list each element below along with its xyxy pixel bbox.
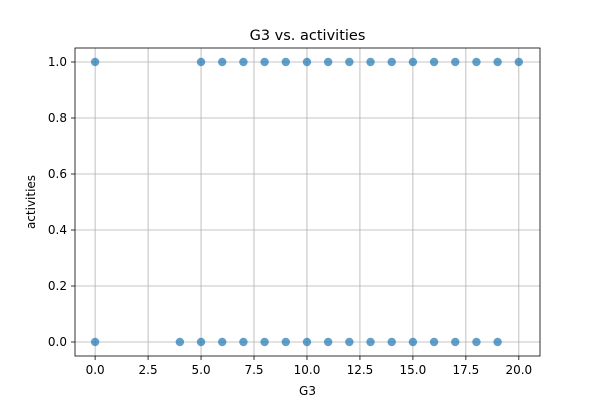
- data-point: [366, 57, 375, 67]
- x-axis-label: G3: [299, 384, 316, 398]
- data-point: [345, 337, 354, 347]
- data-point: [429, 57, 439, 67]
- data-point: [196, 337, 206, 347]
- plot-frame: [74, 47, 541, 357]
- tick-layer: 0.0 2.5 5.0 7.5 10.0 12.5 15.0 17.5 20.0 0.0 0.2 0.…: [48, 55, 532, 377]
- data-point: [451, 57, 460, 67]
- x-tick-label: 17.5: [452, 363, 479, 377]
- data-point: [345, 57, 354, 67]
- data-point: [514, 57, 524, 67]
- data-point: [472, 57, 481, 67]
- data-point: [175, 337, 185, 347]
- data-point: [366, 337, 375, 347]
- data-point: [90, 57, 100, 67]
- data-point: [387, 337, 396, 347]
- x-tick-label: 5.0: [192, 363, 211, 377]
- x-tick-label: 10.0: [294, 363, 321, 377]
- x-tick-label: 7.5: [244, 363, 263, 377]
- data-point: [493, 337, 502, 347]
- y-tick-label: 0.6: [48, 167, 67, 181]
- data-point: [260, 337, 269, 347]
- data-point: [239, 57, 248, 67]
- data-point: [196, 57, 206, 67]
- x-tick-label: 15.0: [400, 363, 427, 377]
- data-point: [451, 337, 460, 347]
- grid-layer: [75, 48, 540, 356]
- chart-title: G3 vs. activities: [250, 28, 366, 44]
- y-tick-label: 0.0: [48, 335, 67, 349]
- x-tick-label: 2.5: [139, 363, 158, 377]
- point-layer: [90, 57, 524, 347]
- x-tick-label: 20.0: [505, 363, 532, 377]
- data-point: [260, 57, 269, 67]
- data-point: [408, 57, 418, 67]
- data-point: [281, 337, 290, 347]
- y-tick-label: 0.4: [48, 223, 67, 237]
- data-point: [323, 337, 333, 347]
- data-point: [239, 337, 248, 347]
- data-point: [90, 337, 100, 347]
- x-tick-label: 0.0: [86, 363, 105, 377]
- data-point: [472, 337, 481, 347]
- data-point: [408, 337, 418, 347]
- y-tick-label: 1.0: [48, 55, 67, 69]
- data-point: [493, 57, 502, 67]
- data-point: [218, 57, 227, 67]
- data-point: [302, 337, 312, 347]
- y-tick-label: 0.2: [48, 279, 67, 293]
- x-tick-label: 12.5: [347, 363, 374, 377]
- data-point: [323, 57, 333, 67]
- data-point: [302, 57, 312, 67]
- y-axis-label: activities: [24, 175, 38, 229]
- data-point: [429, 337, 439, 347]
- data-point: [281, 57, 290, 67]
- y-tick-label: 0.8: [48, 111, 67, 125]
- data-point: [218, 337, 227, 347]
- data-point: [387, 57, 396, 67]
